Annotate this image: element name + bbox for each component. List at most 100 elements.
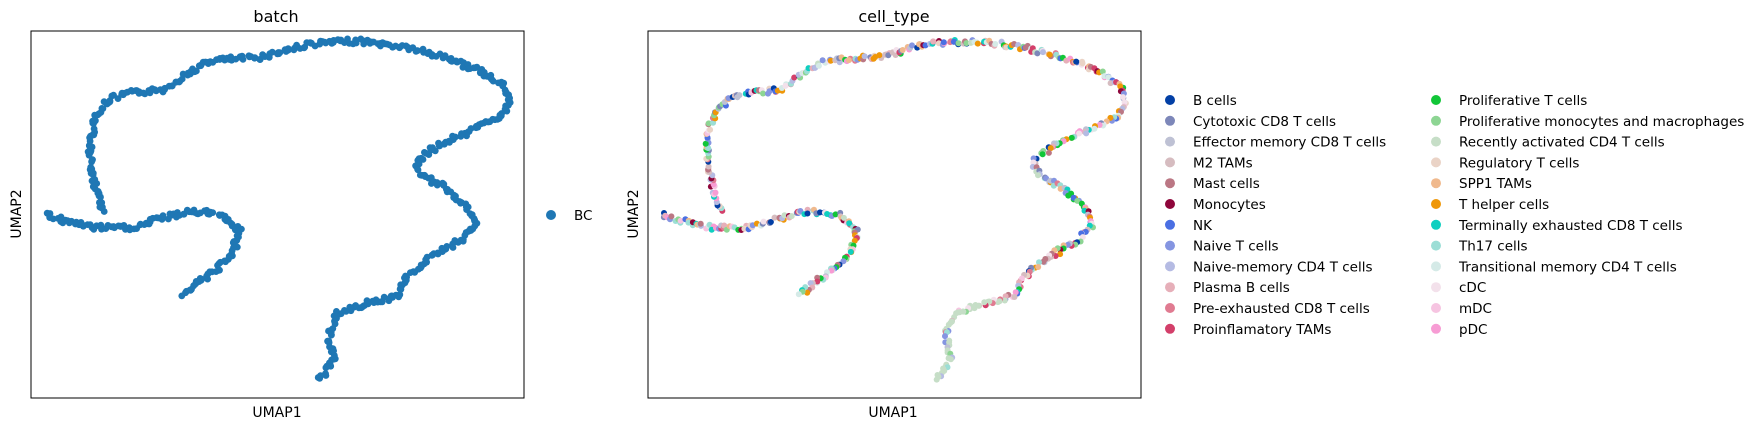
scatter-point: [396, 285, 404, 293]
legend-label: T helper cells: [1458, 197, 1549, 213]
scatter-point: [471, 64, 479, 72]
scatter-point: [352, 36, 359, 44]
scatter-point: [1120, 94, 1126, 101]
legend-label: Proinflamatory TAMs: [1193, 322, 1331, 338]
legend-label: Cytotoxic CD8 T cells: [1193, 114, 1336, 130]
scatter-point: [325, 337, 333, 345]
legend-marker: [546, 210, 556, 220]
scatter-point: [899, 47, 906, 53]
scatter-point: [819, 57, 826, 64]
scatter-point: [767, 219, 774, 225]
scatter-point: [847, 248, 854, 255]
scatter-point: [940, 39, 947, 46]
scatter-point: [415, 160, 423, 168]
scatter-point: [440, 53, 448, 61]
scatter-point: [1035, 172, 1041, 179]
scatter-point: [229, 239, 237, 247]
cell-type-legend: B cells Cytotoxic CD8 T cells Effector mem…: [1165, 93, 1744, 338]
legend-marker: [1431, 199, 1441, 209]
scatter-point: [677, 217, 684, 224]
legend-marker: [1165, 240, 1175, 251]
scatter-point: [942, 333, 948, 340]
batch-scatter-points: [43, 35, 514, 382]
scatter-point: [885, 52, 892, 59]
scatter-point: [1099, 68, 1106, 75]
scatter-point: [1074, 197, 1081, 204]
scatter-point: [414, 47, 421, 54]
scatter-point: [209, 209, 217, 217]
legend-label: NK: [1193, 218, 1213, 234]
scatter-point: [1091, 125, 1098, 132]
scatter-point: [1040, 258, 1047, 265]
scatter-point: [1035, 264, 1042, 270]
scatter-point: [204, 275, 212, 283]
scatter-point: [685, 219, 692, 226]
legend-label: Plasma B cells: [1193, 280, 1290, 296]
x-axis-label-batch: UMAP1: [252, 405, 301, 421]
scatter-point: [955, 40, 962, 47]
scatter-point: [1046, 51, 1053, 58]
chart-title-batch: batch: [253, 7, 298, 26]
scatter-point: [840, 214, 847, 221]
scatter-point: [314, 374, 322, 381]
scatter-point: [1039, 151, 1046, 158]
scatter-point: [705, 120, 712, 127]
legend-marker: [1165, 199, 1175, 209]
scatter-point: [1047, 145, 1054, 152]
scatter-point: [851, 237, 858, 244]
legend-marker: [1431, 323, 1441, 334]
legend-label: Naive-memory CD4 T cells: [1193, 259, 1373, 275]
scatter-point: [251, 54, 258, 62]
legend-marker: [1431, 178, 1441, 189]
scatter-point: [322, 372, 330, 379]
scatter-point: [782, 82, 789, 89]
scatter-point: [239, 56, 247, 63]
scatter-point: [98, 105, 106, 112]
scatter-point: [705, 163, 712, 170]
legend-marker: [1431, 261, 1441, 272]
legend-label: SPP1 TAMs: [1459, 176, 1532, 192]
scatter-point: [992, 41, 999, 47]
scatter-point: [712, 189, 719, 196]
scatter-point: [1034, 50, 1041, 57]
scatter-point: [422, 150, 430, 157]
scatter-point: [1036, 259, 1042, 266]
legend-label: Pre-exhausted CD8 T cells: [1193, 301, 1370, 317]
scatter-point: [766, 88, 773, 95]
scatter-point: [760, 218, 767, 225]
y-axis-label-cell-type: UMAP2: [626, 189, 642, 238]
scatter-point: [276, 49, 284, 56]
scatter-point: [1068, 134, 1075, 141]
scatter-point: [795, 291, 802, 298]
scatter-point: [876, 52, 883, 59]
scatter-point: [1012, 289, 1019, 296]
scatter-point: [974, 40, 981, 47]
scatter-point: [845, 57, 852, 64]
scatter-point: [344, 35, 351, 43]
scatter-point: [963, 40, 970, 47]
legend-label: Effector memory CD8 T cells: [1193, 135, 1386, 151]
scatter-point: [1121, 99, 1128, 106]
scatter-point: [861, 53, 868, 60]
legend-label: Mast cells: [1193, 176, 1260, 192]
scatter-point: [981, 299, 988, 306]
scatter-point: [707, 126, 714, 133]
legend-marker: [1431, 240, 1441, 251]
scatter-point: [159, 212, 167, 220]
legend-marker: [1165, 261, 1175, 272]
scatter-point: [1030, 159, 1037, 166]
scatter-point: [804, 210, 811, 217]
legend-marker: [1165, 95, 1175, 105]
scatter-point: [781, 212, 788, 219]
legend-marker: [1431, 157, 1441, 168]
scatter-point: [178, 292, 186, 300]
legend-marker: [1165, 157, 1175, 168]
scatter-point: [930, 38, 937, 45]
legend-label: Transitional memory CD4 T cells: [1458, 259, 1677, 275]
legend-label: Monocytes: [1193, 197, 1266, 213]
x-axis-label-cell-type: UMAP1: [868, 405, 917, 421]
legend-marker: [1431, 136, 1441, 147]
scatter-point: [832, 211, 839, 218]
axes-frame-cell-type: [647, 30, 1142, 399]
scatter-point: [702, 140, 709, 147]
